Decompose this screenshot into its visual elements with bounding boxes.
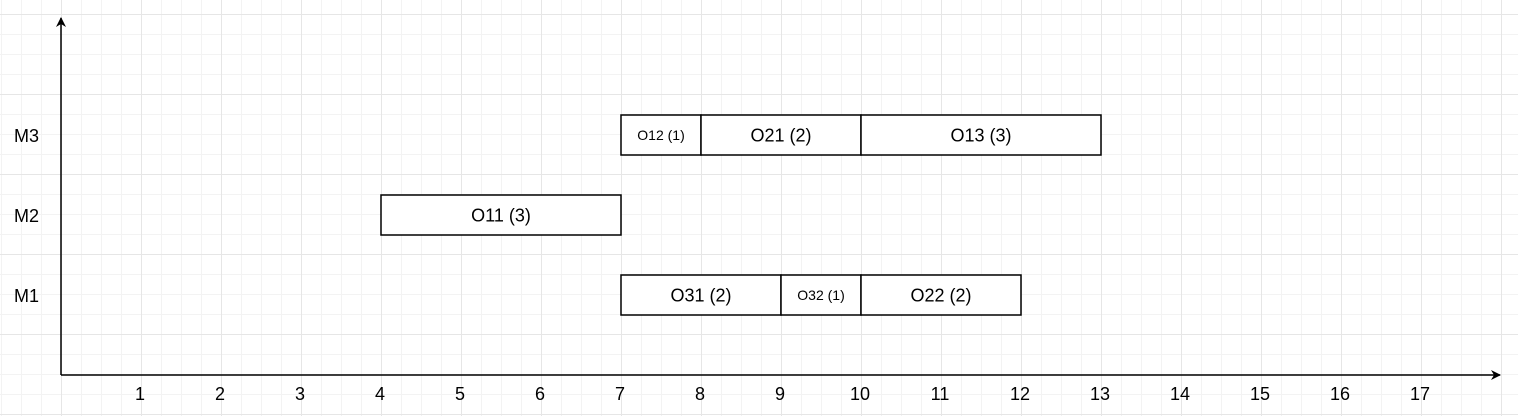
machine-label-m2: M2: [14, 206, 39, 226]
operation-label: O32 (1): [797, 287, 844, 303]
x-tick-label: 8: [695, 384, 705, 404]
x-tick-label: 10: [850, 384, 870, 404]
operation-label: O12 (1): [637, 127, 684, 143]
operation-rect: [860, 114, 1102, 156]
operation-rect: [700, 114, 862, 156]
operation-label: O31 (2): [670, 285, 731, 305]
x-tick-label: 1: [135, 384, 145, 404]
operation-bar: O31 (2): [620, 274, 782, 316]
x-tick-label: 11: [931, 384, 950, 404]
x-tick-label: 6: [535, 384, 545, 404]
x-tick-label: 14: [1170, 384, 1190, 404]
operation-rect: [780, 274, 862, 316]
operation-bar: O11 (3): [380, 194, 622, 236]
x-tick-label: 15: [1250, 384, 1270, 404]
operation-label: O13 (3): [950, 125, 1011, 145]
x-tick-label: 12: [1010, 384, 1030, 404]
operation-label: O22 (2): [910, 285, 971, 305]
x-tick-label: 17: [1410, 384, 1430, 404]
x-tick-label: 2: [215, 384, 225, 404]
x-tick-label: 3: [295, 384, 305, 404]
operation-bar: O13 (3): [860, 114, 1102, 156]
operation-rect: [860, 274, 1022, 316]
x-tick-label: 16: [1330, 384, 1350, 404]
operation-bar: O22 (2): [860, 274, 1022, 316]
x-tick-label: 4: [375, 384, 385, 404]
machine-label-m3: M3: [14, 126, 39, 146]
operation-rect: [380, 194, 622, 236]
machine-label-m1: M1: [14, 286, 39, 306]
operation-label: O11 (3): [471, 205, 531, 225]
operation-label: O21 (2): [750, 125, 811, 145]
operation-bar: O32 (1): [780, 274, 862, 316]
x-tick-label: 13: [1090, 384, 1110, 404]
operation-bar: O21 (2): [700, 114, 862, 156]
operation-bar: O12 (1): [620, 114, 702, 156]
x-tick-label: 9: [775, 384, 785, 404]
x-tick-label: 7: [615, 384, 625, 404]
x-tick-label: 5: [455, 384, 465, 404]
